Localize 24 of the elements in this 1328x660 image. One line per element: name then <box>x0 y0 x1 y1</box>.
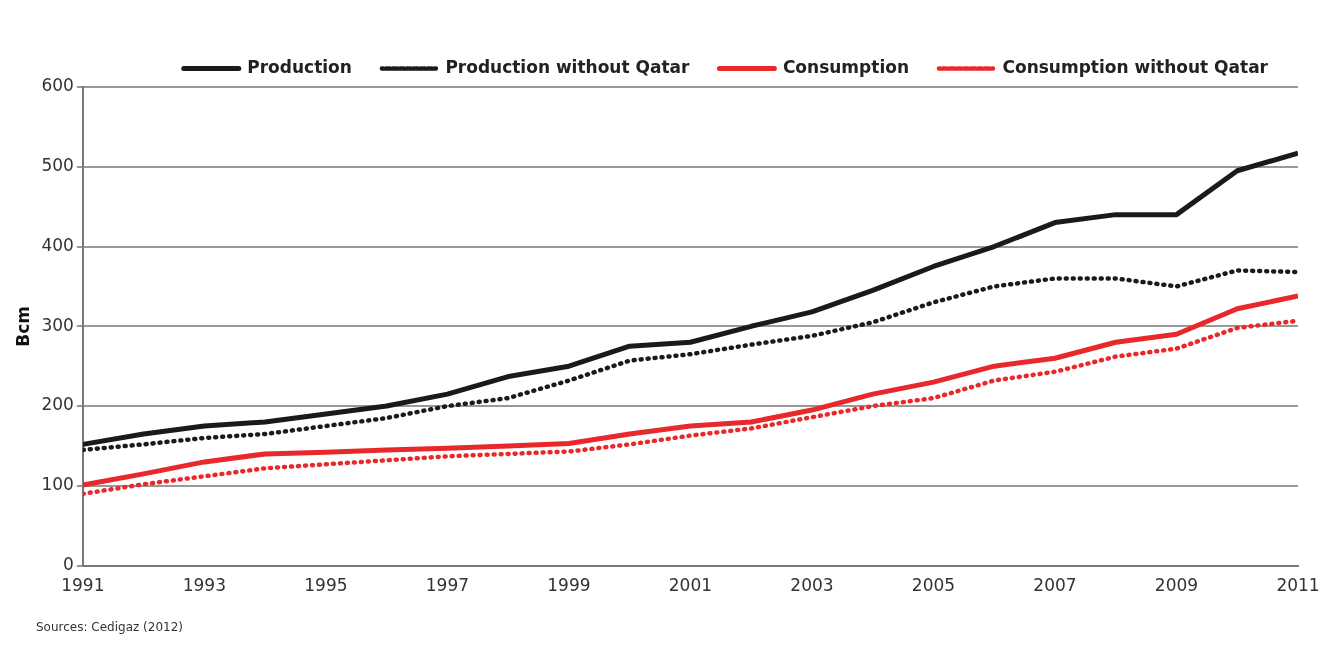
x-tick-label: 2001 <box>668 575 713 596</box>
x-tick-label: 2011 <box>1276 575 1320 596</box>
x-tick-label: 1997 <box>425 575 470 596</box>
x-tick-label: 2009 <box>1154 575 1199 596</box>
x-tick-label: 2005 <box>911 575 956 596</box>
x-tick-label: 1993 <box>182 575 226 596</box>
y-tick-label: 400 <box>41 234 74 255</box>
legend-label: Consumption without Qatar <box>1002 56 1269 77</box>
y-tick-label: 200 <box>41 394 74 415</box>
x-tick-label: 2003 <box>790 575 834 596</box>
y-tick-label: 500 <box>41 155 74 176</box>
y-tick-label: 600 <box>41 75 74 96</box>
source-note: Sources: Cedigaz (2012) <box>36 620 184 634</box>
legend-label: Production <box>247 56 352 77</box>
x-tick-label: 1991 <box>61 575 105 596</box>
x-tick-label: 1995 <box>304 575 348 596</box>
x-tick-label: 1999 <box>547 575 591 596</box>
legend-label: Production without Qatar <box>445 56 691 77</box>
y-tick-label: 0 <box>63 554 74 575</box>
y-axis-title: Bcm <box>12 305 33 347</box>
x-tick-label: 2007 <box>1033 575 1077 596</box>
y-tick-label: 300 <box>41 314 74 335</box>
legend-label: Consumption <box>782 56 909 77</box>
y-tick-label: 100 <box>41 474 74 495</box>
